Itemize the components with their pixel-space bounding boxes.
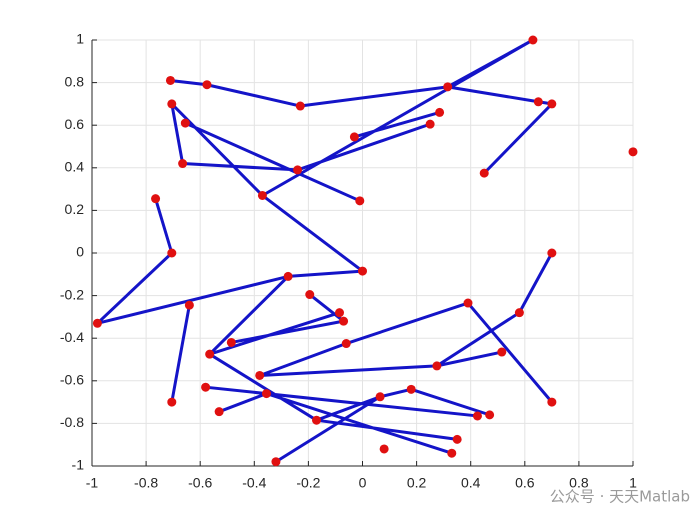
point	[355, 196, 365, 206]
point	[452, 434, 462, 444]
point	[514, 308, 524, 318]
point	[547, 397, 557, 407]
x-tick-label: 1	[629, 475, 637, 491]
point	[295, 101, 305, 111]
point	[443, 82, 453, 92]
point	[447, 448, 457, 458]
point	[201, 382, 211, 392]
point	[485, 410, 495, 420]
y-tick-label: 0.6	[65, 116, 85, 132]
point	[406, 384, 416, 394]
y-tick-label: -1	[72, 457, 85, 473]
x-tick-label: -0.8	[134, 475, 158, 491]
x-tick-label: 0.6	[515, 475, 535, 491]
x-tick-label: -0.2	[296, 475, 320, 491]
point	[463, 298, 473, 308]
point	[375, 392, 385, 402]
point	[202, 80, 212, 90]
point	[335, 308, 345, 318]
y-tick-label: 0.8	[65, 73, 85, 89]
x-tick-label: -0.4	[242, 475, 266, 491]
x-tick-label: 0.4	[461, 475, 481, 491]
point	[283, 271, 293, 281]
y-tick-label: -0.6	[60, 372, 84, 388]
point	[628, 147, 638, 157]
point	[339, 316, 349, 326]
x-tick-label: 0.8	[569, 475, 589, 491]
point	[151, 194, 161, 204]
point	[312, 415, 322, 425]
point	[533, 97, 543, 107]
point	[547, 99, 557, 109]
y-tick-label: 1	[76, 31, 84, 47]
point	[255, 370, 265, 380]
point	[528, 35, 538, 45]
y-tick-label: 0	[76, 244, 84, 260]
point	[425, 119, 435, 129]
point	[358, 266, 367, 276]
y-tick-label: 0.4	[65, 159, 85, 175]
point	[257, 190, 267, 200]
y-tick-label: -0.8	[60, 414, 84, 430]
point	[205, 349, 215, 359]
point	[472, 411, 482, 421]
point	[180, 118, 190, 128]
point	[435, 107, 445, 117]
point	[497, 347, 507, 357]
watermark: 公众号 · 天天Matlab	[550, 488, 690, 506]
y-tick-label: -0.4	[60, 329, 84, 345]
point	[92, 318, 102, 328]
x-tick-label: -1	[86, 475, 99, 491]
y-tick-label: -0.2	[60, 286, 84, 302]
y-tick-label: 0.2	[65, 201, 85, 217]
point	[293, 165, 303, 175]
point	[341, 339, 351, 349]
point	[167, 99, 177, 109]
point	[167, 397, 177, 407]
point	[305, 290, 315, 300]
point	[379, 444, 389, 454]
point	[479, 168, 489, 178]
point	[214, 407, 224, 417]
point	[167, 248, 177, 258]
point	[261, 389, 271, 399]
x-tick-label: -0.6	[188, 475, 212, 491]
point	[178, 159, 188, 169]
point	[271, 457, 281, 467]
point	[432, 361, 442, 371]
point	[547, 248, 557, 258]
point	[184, 300, 194, 310]
point	[165, 75, 175, 85]
x-tick-label: 0.2	[407, 475, 427, 491]
point	[349, 132, 359, 142]
segments	[96, 38, 554, 464]
point	[226, 337, 236, 347]
x-tick-label: 0	[359, 475, 367, 491]
